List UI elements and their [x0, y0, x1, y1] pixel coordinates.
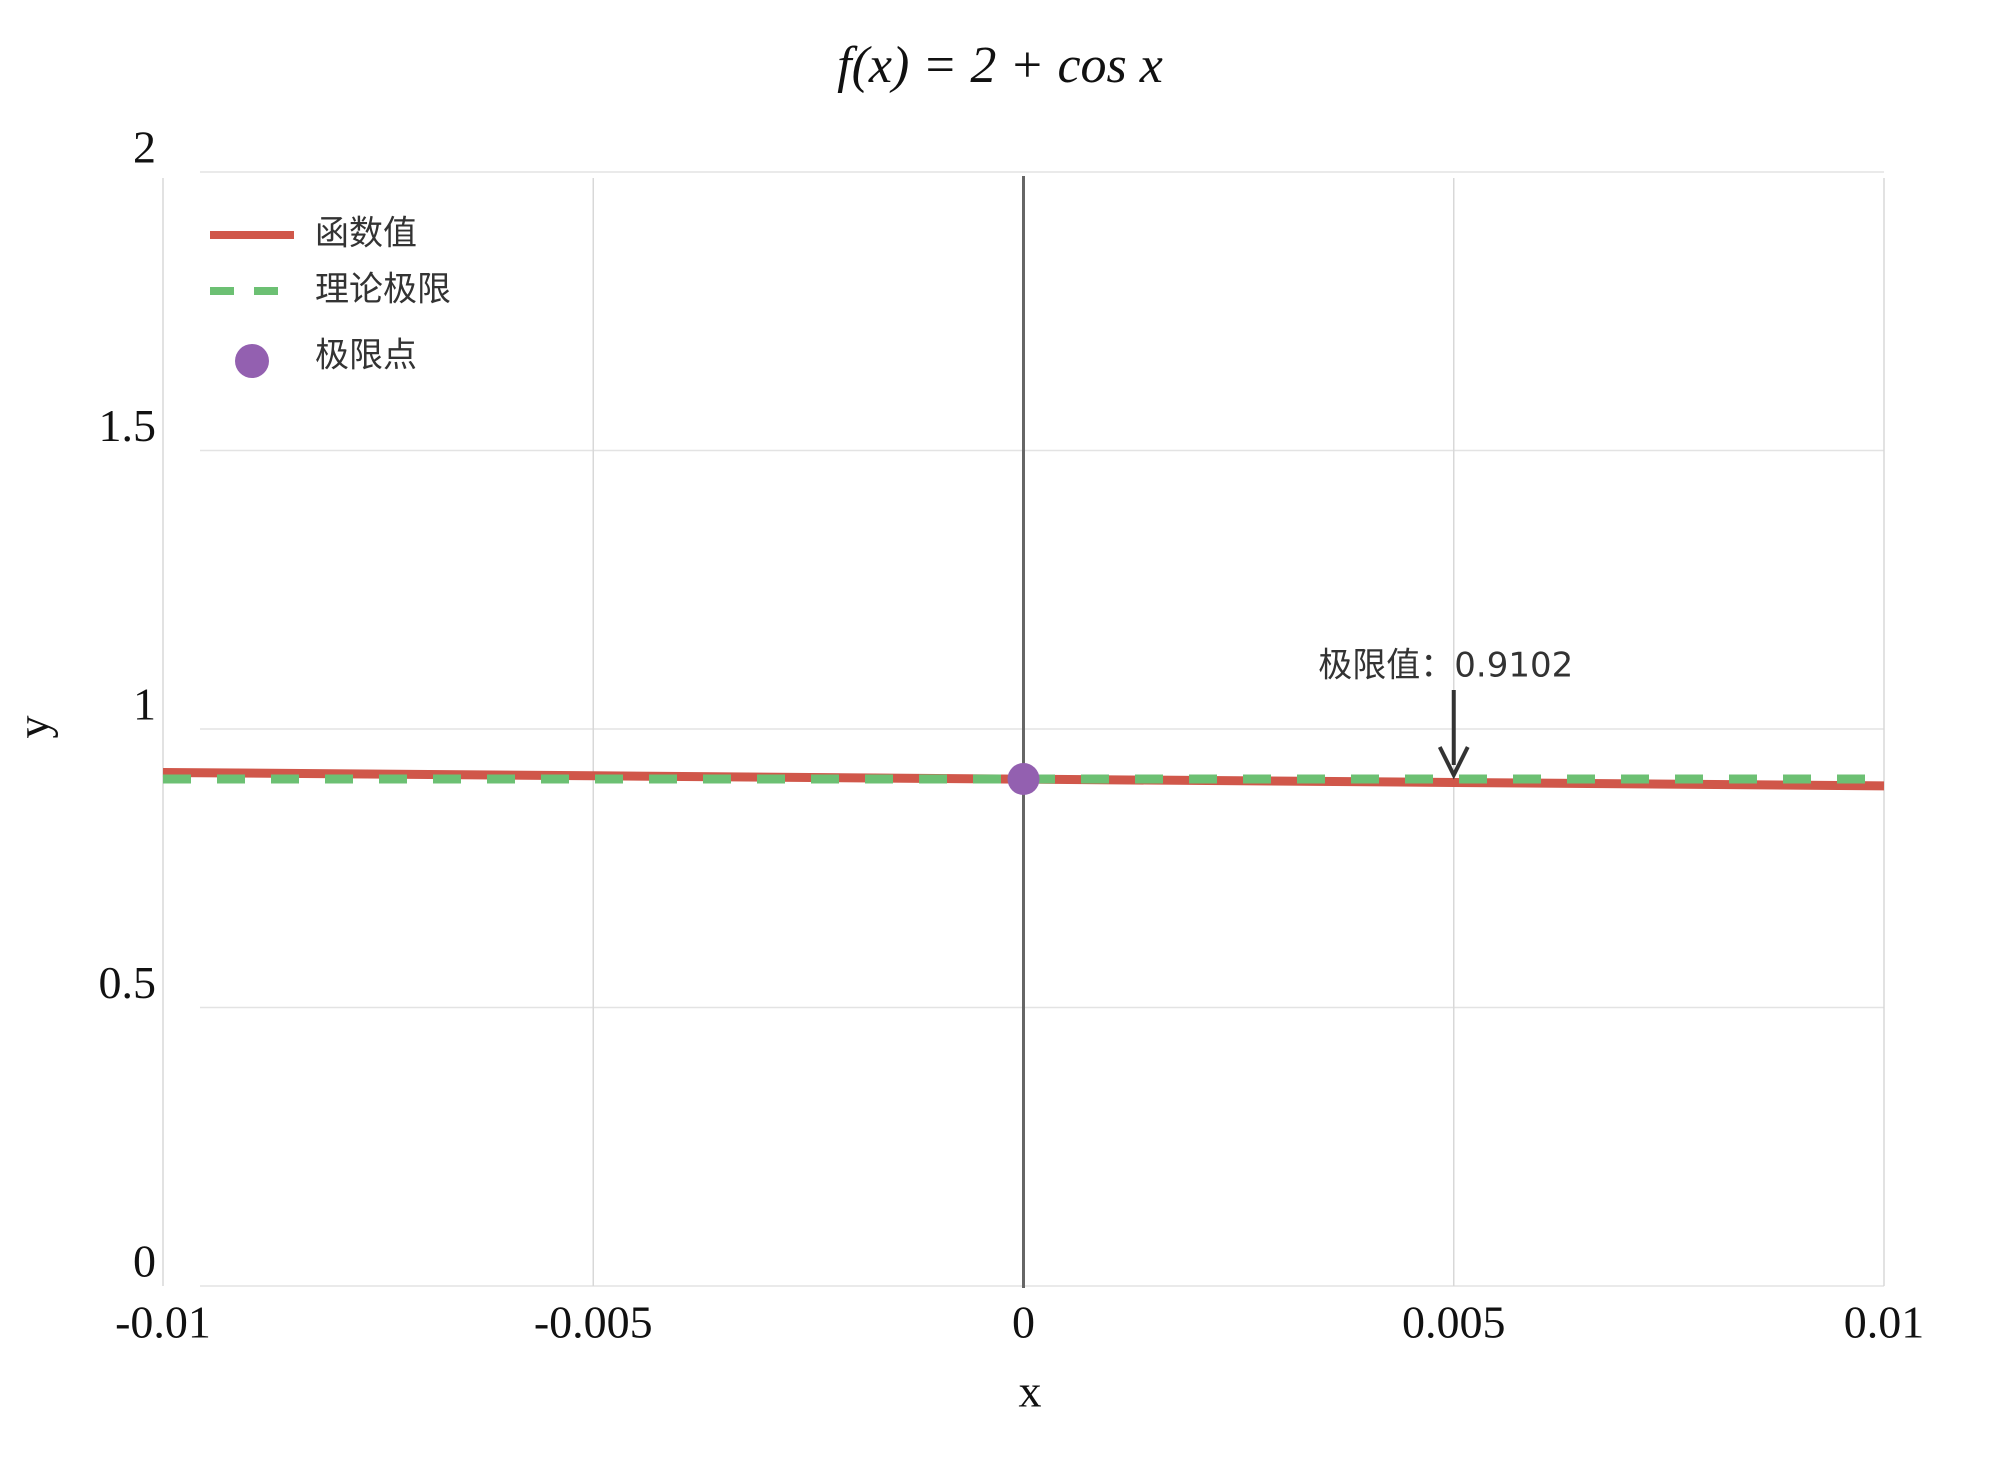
- y-tick-label: 1.5: [99, 400, 157, 451]
- x-tick-label: 0: [1012, 1297, 1035, 1348]
- y-tick-label: 0.5: [99, 957, 157, 1008]
- x-tick-label: 0.01: [1844, 1297, 1925, 1348]
- legend-marker: [235, 344, 269, 378]
- limit-point: [1007, 763, 1040, 796]
- y-tick-label: 1: [133, 679, 156, 730]
- y-axis-label: y: [8, 716, 59, 739]
- y-tick-label: 2: [133, 122, 156, 173]
- legend-label: 理论极限: [315, 270, 451, 310]
- legend-label: 函数值: [315, 214, 417, 254]
- x-tick-label: -0.01: [115, 1297, 211, 1348]
- legend-label: 极限点: [315, 336, 417, 376]
- annotation-arrowhead: [1437, 746, 1470, 780]
- y-tick-label: 0: [133, 1236, 156, 1287]
- x-axis-label: x: [1019, 1366, 1042, 1417]
- x-tick-label: 0.005: [1402, 1297, 1506, 1348]
- x-tick-label: -0.005: [534, 1297, 653, 1348]
- annotation: 极限值：0.9102: [1318, 646, 1573, 686]
- chart-title: f(x) = 2 + cos x: [837, 37, 1163, 94]
